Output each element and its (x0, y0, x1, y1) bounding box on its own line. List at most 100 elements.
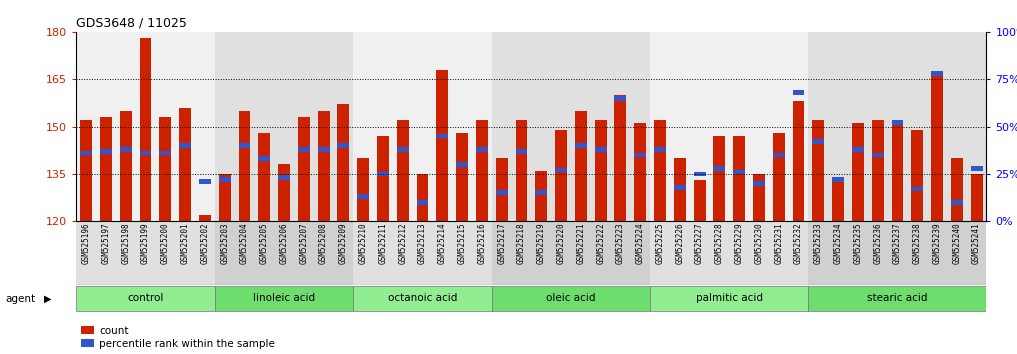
Bar (357, 194, 369, 199)
Bar (714, 136, 725, 221)
Bar (80, 151, 93, 155)
Bar (650, 221, 809, 285)
Bar (219, 177, 231, 182)
Bar (555, 168, 567, 172)
Bar (555, 130, 567, 221)
Bar (932, 71, 943, 76)
Text: GSM525213: GSM525213 (418, 223, 427, 264)
Text: GSM525236: GSM525236 (874, 223, 882, 264)
Text: GSM525206: GSM525206 (280, 223, 289, 264)
Bar (773, 133, 785, 221)
Bar (654, 120, 666, 221)
Bar (338, 143, 350, 148)
Bar (635, 124, 646, 221)
Bar (215, 221, 353, 285)
Bar (377, 172, 388, 176)
Bar (516, 149, 528, 154)
Bar (120, 147, 131, 152)
Bar (353, 32, 492, 221)
Bar (357, 158, 369, 221)
Bar (951, 200, 963, 205)
Text: GSM525230: GSM525230 (755, 223, 764, 264)
Bar (219, 174, 231, 221)
Text: GSM525234: GSM525234 (834, 223, 843, 264)
Bar (911, 130, 923, 221)
Text: GSM525210: GSM525210 (359, 223, 368, 264)
Text: GSM525212: GSM525212 (399, 223, 407, 264)
Bar (139, 38, 152, 221)
Bar (160, 151, 171, 155)
Bar (258, 133, 271, 221)
Text: ▶: ▶ (44, 294, 51, 304)
Bar (436, 70, 448, 221)
Bar (397, 147, 409, 152)
Text: GSM525241: GSM525241 (972, 223, 981, 264)
Text: GSM525237: GSM525237 (893, 223, 902, 264)
Text: GSM525235: GSM525235 (853, 223, 862, 264)
Bar (733, 170, 745, 175)
Bar (278, 164, 290, 221)
Bar (852, 124, 863, 221)
Bar (417, 200, 428, 205)
Bar (476, 120, 488, 221)
Bar (298, 147, 310, 152)
Bar (614, 95, 626, 221)
Text: GSM525233: GSM525233 (814, 223, 823, 264)
Bar (457, 133, 468, 221)
Bar (160, 117, 171, 221)
Text: GSM525231: GSM525231 (774, 223, 783, 264)
Text: GSM525220: GSM525220 (556, 223, 565, 264)
Bar (650, 285, 809, 311)
Bar (377, 136, 388, 221)
Text: GSM525197: GSM525197 (102, 223, 111, 264)
Bar (813, 120, 824, 221)
Text: GSM525201: GSM525201 (181, 223, 189, 264)
Bar (353, 221, 492, 285)
Text: GSM525232: GSM525232 (794, 223, 803, 264)
Bar (733, 136, 745, 221)
Bar (832, 177, 844, 221)
Bar (694, 180, 706, 221)
Bar (753, 181, 765, 186)
Bar (872, 153, 884, 157)
Bar (635, 153, 646, 157)
Bar (258, 156, 271, 161)
Bar (239, 143, 250, 148)
Bar (654, 147, 666, 152)
Bar (476, 147, 488, 152)
Bar (535, 190, 547, 195)
Text: control: control (127, 293, 164, 303)
Bar (809, 32, 986, 221)
Bar (809, 221, 986, 285)
Bar (650, 32, 809, 221)
Text: GSM525216: GSM525216 (477, 223, 486, 264)
Bar (179, 143, 191, 148)
Legend: count, percentile rank within the sample: count, percentile rank within the sample (81, 326, 275, 349)
Bar (353, 285, 492, 311)
Bar (674, 158, 685, 221)
Bar (892, 120, 903, 125)
Bar (76, 221, 215, 285)
Text: GSM525226: GSM525226 (675, 223, 684, 264)
Text: GSM525207: GSM525207 (299, 223, 308, 264)
Text: GSM525218: GSM525218 (517, 223, 526, 264)
Text: octanoic acid: octanoic acid (387, 293, 458, 303)
Bar (535, 171, 547, 221)
Bar (970, 174, 982, 221)
Bar (595, 120, 606, 221)
Text: GSM525202: GSM525202 (200, 223, 210, 264)
Text: GSM525221: GSM525221 (577, 223, 586, 264)
Bar (813, 139, 824, 144)
Bar (100, 117, 112, 221)
Text: GSM525211: GSM525211 (378, 223, 387, 264)
Text: GSM525214: GSM525214 (438, 223, 446, 264)
Bar (317, 111, 330, 221)
Text: GSM525199: GSM525199 (141, 223, 151, 264)
Bar (932, 73, 943, 221)
Bar (792, 90, 804, 95)
Text: GSM525224: GSM525224 (636, 223, 645, 264)
Text: linoleic acid: linoleic acid (253, 293, 315, 303)
Text: GSM525217: GSM525217 (497, 223, 506, 264)
Text: GSM525229: GSM525229 (734, 223, 743, 264)
Text: GDS3648 / 11025: GDS3648 / 11025 (76, 16, 187, 29)
